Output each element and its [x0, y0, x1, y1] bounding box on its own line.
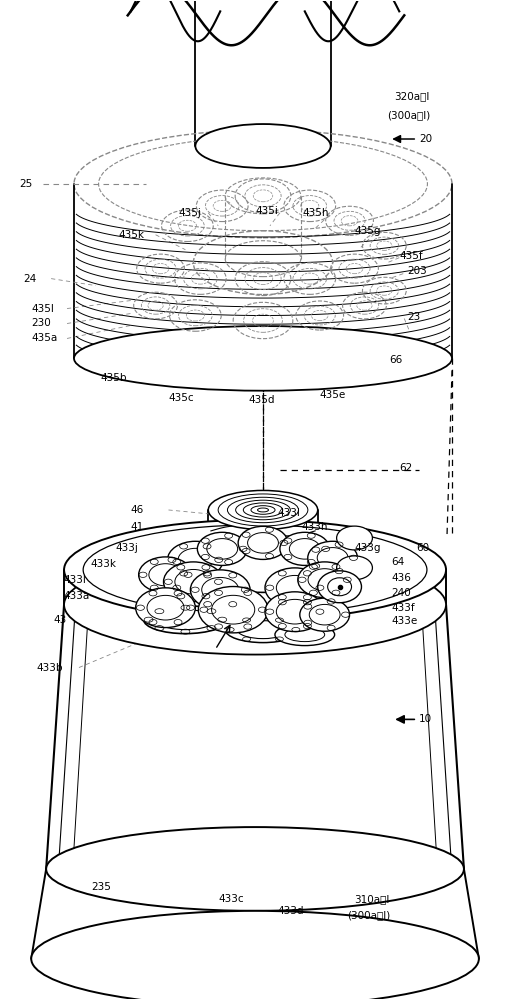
Ellipse shape	[318, 571, 362, 603]
Text: 25: 25	[19, 179, 33, 189]
Ellipse shape	[300, 598, 349, 631]
Text: 435k: 435k	[119, 230, 145, 240]
Ellipse shape	[265, 592, 325, 632]
Ellipse shape	[135, 588, 196, 628]
Text: 433f: 433f	[392, 603, 415, 613]
Ellipse shape	[31, 911, 479, 1000]
Ellipse shape	[168, 541, 223, 578]
Ellipse shape	[265, 568, 325, 608]
Ellipse shape	[275, 624, 335, 646]
Text: 433i: 433i	[278, 508, 301, 518]
Ellipse shape	[46, 827, 464, 911]
Text: (300a～l): (300a～l)	[387, 110, 431, 120]
Ellipse shape	[139, 557, 192, 593]
Text: 60: 60	[416, 543, 430, 553]
Ellipse shape	[198, 587, 268, 633]
Text: 20: 20	[419, 134, 432, 144]
Text: 435d: 435d	[248, 395, 275, 405]
Ellipse shape	[64, 555, 446, 655]
Ellipse shape	[190, 570, 250, 610]
Text: 310a～l: 310a～l	[355, 894, 390, 904]
Text: 235: 235	[91, 882, 111, 892]
Text: 64: 64	[392, 557, 405, 567]
Text: 433e: 433e	[392, 616, 417, 626]
Text: 433g: 433g	[355, 543, 381, 553]
Text: 435f: 435f	[399, 251, 423, 261]
Text: 435l: 435l	[31, 304, 54, 314]
Text: 240: 240	[392, 588, 411, 598]
Ellipse shape	[196, 124, 330, 168]
Ellipse shape	[280, 532, 330, 565]
Text: 435i: 435i	[255, 206, 278, 216]
Ellipse shape	[337, 526, 373, 550]
Ellipse shape	[208, 553, 318, 592]
Text: 10: 10	[419, 714, 432, 724]
Text: (300a～l): (300a～l)	[347, 910, 391, 920]
Text: 46: 46	[131, 505, 144, 515]
Text: 435b: 435b	[101, 373, 128, 383]
Ellipse shape	[163, 562, 223, 602]
Text: 433h: 433h	[302, 522, 328, 532]
Text: 435e: 435e	[320, 390, 346, 400]
Text: 435a: 435a	[31, 333, 57, 343]
Ellipse shape	[197, 532, 247, 565]
Text: 436: 436	[392, 573, 411, 583]
Text: 435j: 435j	[179, 208, 201, 218]
Ellipse shape	[225, 617, 301, 643]
Ellipse shape	[298, 562, 352, 598]
Text: 320a～l: 320a～l	[394, 91, 430, 101]
Ellipse shape	[337, 556, 373, 580]
Text: 435h: 435h	[303, 208, 329, 218]
Ellipse shape	[144, 606, 227, 634]
Text: 433j: 433j	[116, 543, 139, 553]
Text: 435g: 435g	[355, 226, 381, 236]
Text: 433d: 433d	[278, 906, 305, 916]
Ellipse shape	[64, 520, 446, 620]
Text: 43: 43	[53, 615, 66, 625]
Text: 433k: 433k	[91, 559, 117, 569]
Ellipse shape	[74, 326, 452, 391]
Text: 433l: 433l	[63, 575, 86, 585]
Text: 41: 41	[131, 522, 144, 532]
Text: 24: 24	[23, 274, 36, 284]
Text: 230: 230	[31, 318, 51, 328]
Text: 203: 203	[407, 266, 427, 276]
Text: 433a: 433a	[63, 591, 89, 601]
Text: 23: 23	[407, 312, 421, 322]
Text: 433b: 433b	[36, 663, 63, 673]
Text: 433c: 433c	[218, 894, 244, 904]
Text: 66: 66	[389, 355, 403, 365]
Text: 62: 62	[399, 463, 413, 473]
Ellipse shape	[208, 490, 318, 530]
Text: 435c: 435c	[169, 393, 194, 403]
Ellipse shape	[308, 541, 357, 574]
Ellipse shape	[238, 526, 288, 559]
